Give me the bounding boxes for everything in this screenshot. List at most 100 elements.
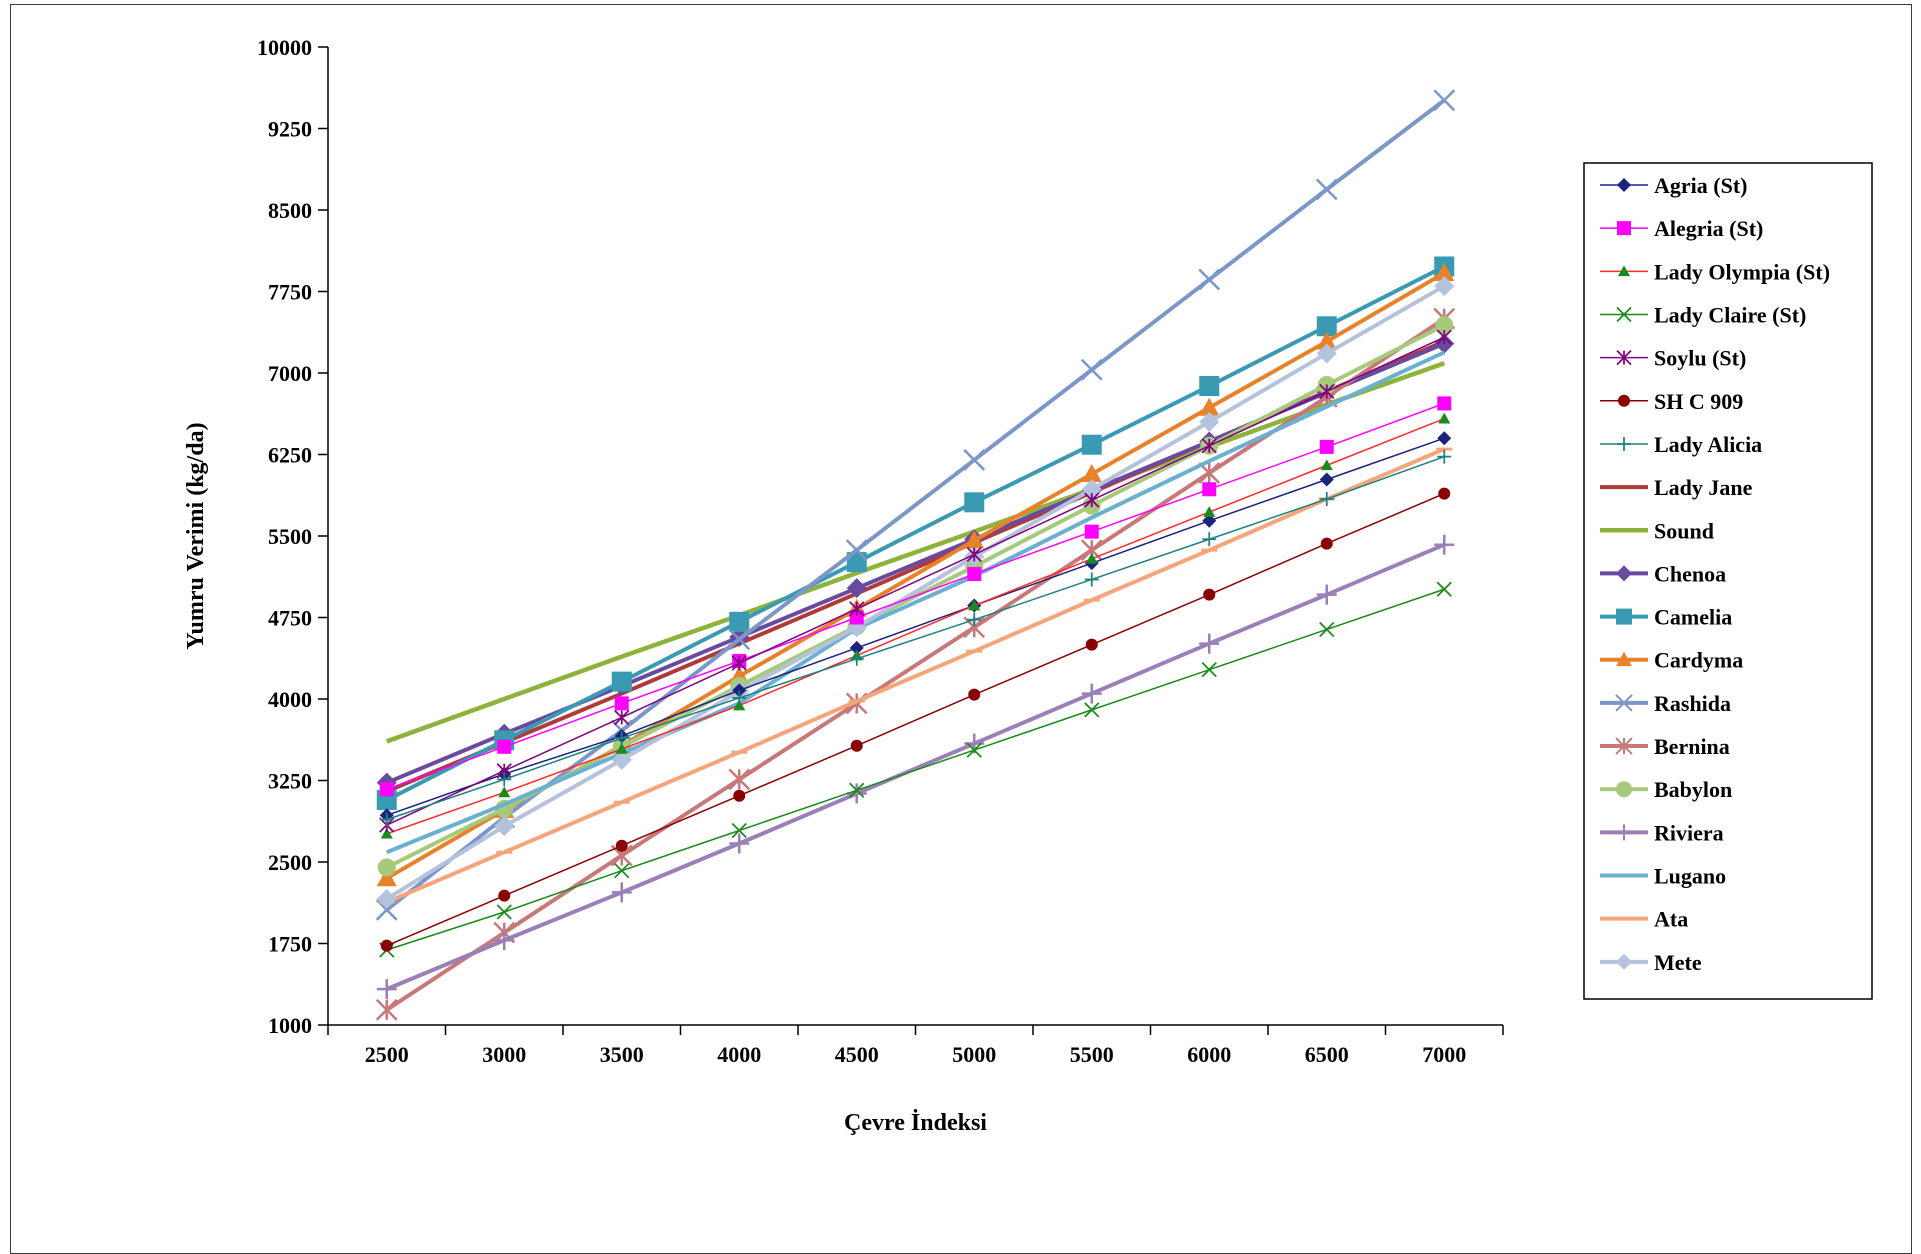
y-tick-label: 7750 [268,280,312,305]
data-point [849,601,865,617]
data-point [376,868,397,887]
y-tick-label: 8500 [268,198,312,223]
data-point [1437,396,1452,411]
series-ata [378,447,1453,905]
legend-item: SH C 909 [1600,389,1743,414]
legend-swatch-marker [1615,694,1633,712]
legend-label: Lugano [1654,864,1726,889]
data-point [1434,263,1455,282]
series-line [386,437,1445,816]
legend-item: Ata [1600,907,1688,932]
data-point [963,449,986,471]
legend-item: Lady Alicia [1600,432,1762,457]
data-point [1198,268,1221,291]
data-point [964,530,985,549]
legend-item: Rashida [1600,691,1731,716]
data-point [615,839,628,852]
legend-label: Riviera [1654,820,1724,845]
data-point [1319,472,1334,487]
data-point [1437,449,1452,464]
series-line [386,588,1445,951]
legend-swatch-marker [1616,565,1632,582]
y-tick-label: 10000 [257,35,312,60]
data-point [1315,178,1338,201]
y-tick-label: 1750 [268,932,312,957]
data-point [1203,506,1216,517]
data-point [1081,683,1102,704]
data-point [732,690,747,705]
legend-label: Sound [1654,518,1714,543]
legend-label: Lady Jane [1654,475,1753,500]
data-point [497,739,512,754]
x-tick-label: 2500 [365,1042,409,1067]
data-point [968,599,981,611]
y-tick-label: 1000 [268,1013,312,1038]
legend-swatch-marker [1616,608,1632,625]
series-agria-st [379,431,1452,823]
data-point [614,696,629,711]
data-point [376,888,397,909]
series-alegria-st [379,396,1452,797]
legend-label: Chenoa [1654,561,1726,586]
data-point [1438,412,1451,424]
data-point [968,688,981,701]
data-point [850,739,863,752]
data-point [375,998,398,1021]
y-tick-label: 7000 [268,361,312,386]
series-lady-alicia [379,449,1452,827]
series-line [385,98,1446,912]
data-point [967,567,982,582]
data-point [846,552,867,573]
data-point [846,578,867,599]
data-point [379,782,394,797]
data-point [731,655,747,671]
data-point [380,939,393,952]
y-tick-label: 9250 [268,117,312,142]
data-point [849,782,865,798]
legend-item: Lugano [1600,864,1726,889]
data-point [1199,411,1220,432]
data-point [733,789,746,802]
data-point [1434,276,1455,297]
x-axis-title: Çevre İndeksi [844,1110,987,1136]
legend-label: Agria (St) [1654,173,1747,198]
x-tick-label: 3000 [482,1042,526,1067]
series-line [386,402,1445,790]
data-point [1202,532,1217,547]
legend-swatch-marker [1616,651,1632,667]
series-line [386,417,1445,835]
data-point [1319,492,1334,507]
legend-label: Camelia [1654,605,1732,630]
plot-area: 1000 1750 2500 3250 4000 4750 5500 6250 7000 7750… [257,35,1504,1067]
series-line [385,447,1446,905]
x-tick-label: 4000 [717,1042,761,1067]
data-point [964,492,985,513]
legend-item: Babylon [1600,777,1732,802]
data-point [729,611,750,632]
data-point [1199,397,1220,416]
data-point [611,749,632,770]
legend-label: Lady Alicia [1654,432,1762,457]
data-point [614,709,630,726]
data-point [1081,464,1102,483]
legend-item: Lady Olympia (St) [1600,259,1830,284]
data-point [1438,487,1451,500]
legend-item: Cardyma [1600,648,1743,673]
data-point [1085,552,1098,564]
data-point [729,833,750,854]
legend: Agria (St) Alegria (St) Lady Olympia (St) L… [1583,162,1873,1000]
data-point [967,612,982,627]
legend-item: Bernina [1600,734,1730,759]
legend-label: Mete [1654,950,1702,975]
data-point [611,882,632,903]
series-line [386,492,1445,947]
data-point [845,539,868,562]
x-tick-label: 5000 [952,1042,996,1067]
y-tick-label: 2500 [268,850,312,875]
legend-item: Chenoa [1600,561,1726,586]
data-point [494,930,515,951]
data-point [728,628,751,651]
legend-label: Cardyma [1654,648,1743,673]
data-point [732,683,747,698]
data-point [1199,376,1220,397]
